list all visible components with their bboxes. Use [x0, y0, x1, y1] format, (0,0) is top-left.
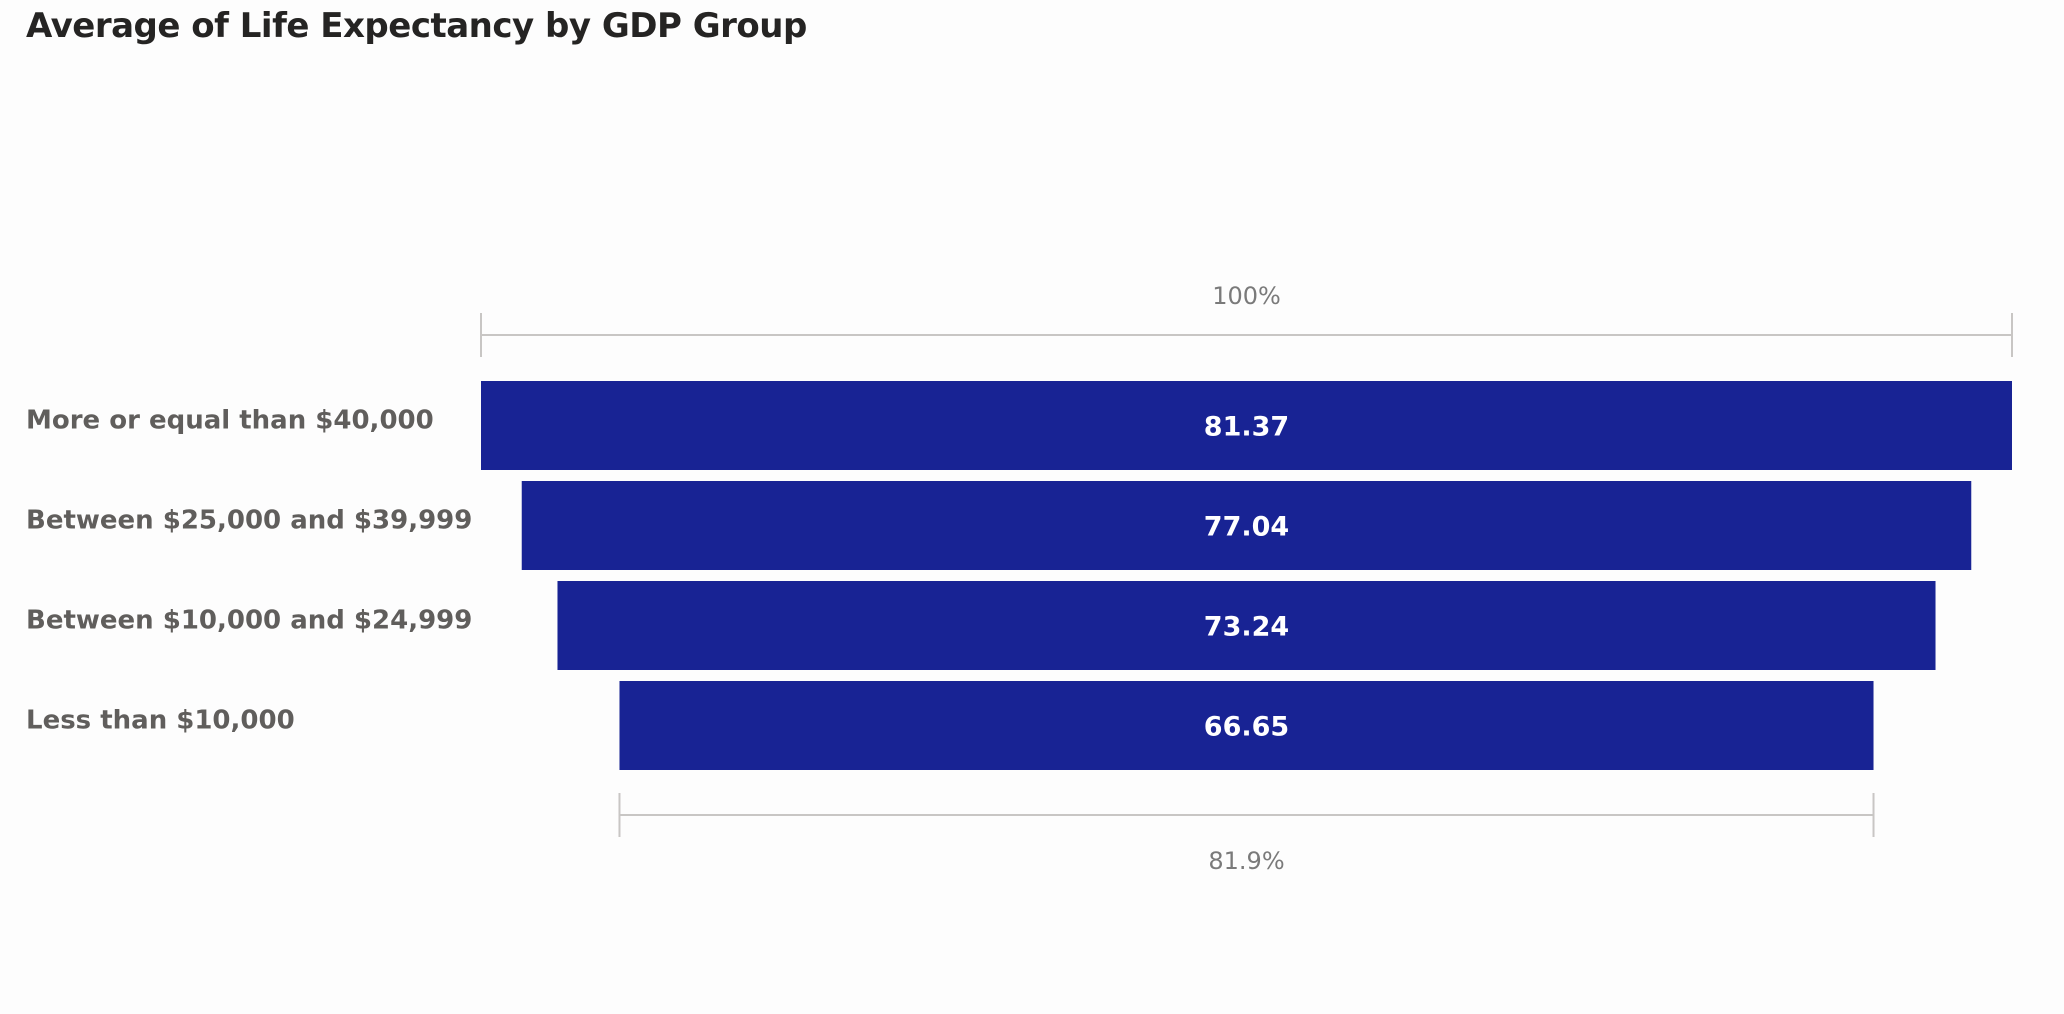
funnel-bars: 81.37 More or equal than $40,000 77.04 Betw…: [26, 381, 2012, 770]
bar-value-label: 81.37: [1204, 412, 1289, 443]
category-label: Less than $10,000: [26, 706, 295, 736]
bar-value-label: 73.24: [1204, 612, 1289, 643]
top-percent-label: 100%: [1212, 282, 1281, 310]
funnel-bar[interactable]: [521, 481, 1972, 570]
category-label: Between $25,000 and $39,999: [26, 506, 472, 536]
bottom-percent-label: 81.9%: [1208, 847, 1284, 875]
funnel-bar[interactable]: [481, 381, 2012, 470]
bar-value-label: 66.65: [1204, 712, 1289, 743]
top-percent-axis: 100%: [480, 282, 2013, 357]
bottom-percent-axis: 81.9%: [618, 793, 1875, 875]
category-label: Between $10,000 and $24,999: [26, 606, 472, 636]
chart-title: Average of Life Expectancy by GDP Group: [26, 6, 807, 46]
funnel-bar[interactable]: [619, 681, 1874, 770]
category-label: More or equal than $40,000: [26, 406, 434, 436]
bar-value-label: 77.04: [1204, 512, 1289, 543]
funnel-bar[interactable]: [557, 581, 1936, 670]
